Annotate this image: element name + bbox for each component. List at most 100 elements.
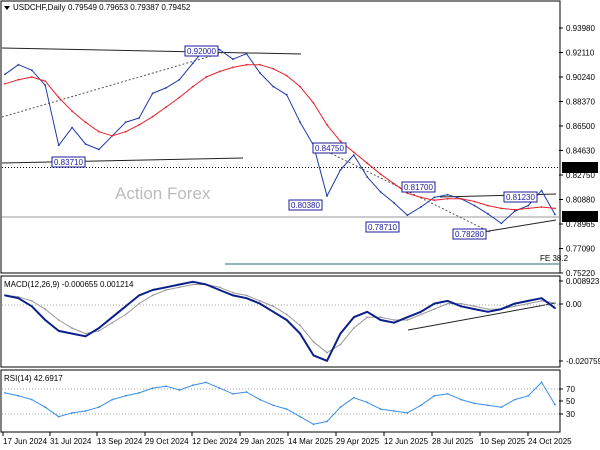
ma-line-point [44,80,47,82]
price-tick-label: 0.86500 [566,122,595,131]
ma-line-point [527,207,530,210]
macd-line-point [232,294,234,297]
rsi-tick-label: 50 [566,397,575,406]
price-line [4,46,556,224]
macd-signal-line-point [98,330,100,332]
macd-signal-line-point [151,294,154,297]
macd-line-point [527,300,530,302]
macd-signal-line-point [245,294,248,297]
price-tick-label: 0.84630 [566,147,595,156]
macd-line-point [191,280,194,283]
macd-signal-line-point [111,321,114,324]
trendline-top [1,47,302,55]
ma-line-point [366,162,369,165]
macd-line-point [554,307,556,309]
macd-line-point [326,359,328,362]
ma-line-point [245,63,248,66]
time-tick-label: 17 Jun 2024 [3,437,48,446]
macd-line-point [44,319,47,321]
price-line-point [124,121,127,124]
price-line-point [513,210,516,213]
price-line-point [326,195,328,197]
ma-line-point [232,66,234,69]
price-label: 0.92000 [187,47,216,56]
time-tick-label: 12 Dec 2024 [192,437,238,446]
macd-signal-line-point [165,289,167,291]
price-label: 0.80380 [291,201,320,210]
ma-line-point [339,140,342,143]
rsi-line-point [540,381,543,384]
ma-line-point [17,78,20,81]
macd-signal-line-point [191,283,194,286]
price-tick-label: 0.77090 [566,245,595,254]
macd-tick-label: 0.00 [566,300,582,309]
macd-line-point [98,327,100,329]
macd-line-point [84,335,87,338]
ma-line-point [379,173,382,176]
macd-line-point [366,310,369,313]
rsi-line-point [205,381,208,384]
price-line-point [433,196,436,199]
rsi-axis: 70 50 30 [559,385,575,419]
price-line-point [540,189,543,192]
ma-line-point [285,74,288,77]
time-tick-label: 24 Oct 2025 [528,437,572,446]
rsi-line-point [433,394,436,397]
price-label-box [288,199,323,211]
macd-line-point [352,316,355,319]
price-label: 0.81230 [506,193,535,202]
rsi-line-point [111,398,114,401]
price-tick-label: 0.80880 [566,196,595,205]
macd-line-point [4,294,6,297]
price-line-point [84,143,87,145]
price-line-point [554,213,556,216]
macd-signal-line-point [259,300,261,302]
price-tick-label: 0.75220 [566,269,595,278]
price-line-point [4,73,6,76]
price-line-point [393,202,395,204]
macd-series [4,280,556,362]
rsi-line-point [406,412,409,414]
rsi-line-point [138,392,141,394]
price-panel [0,0,561,274]
price-line-point [487,212,489,215]
rsi-line-point [245,391,248,393]
rsi-line-point [71,412,73,414]
price-axis: 0.93980 0.92110 0.90240 0.88370 0.86500 0.846… [559,24,595,278]
ma-line-point [191,85,194,88]
menu-arrow-icon[interactable] [4,6,10,10]
macd-signal-line-point [218,286,221,289]
macd-line-point [111,316,114,319]
rsi-line-point [232,393,234,395]
macd-signal-line-point [433,308,436,310]
macd-line-point [30,305,33,308]
macd-line-point [513,302,516,305]
price-label-box [503,191,538,203]
time-tick-label: 29 Apr 2025 [336,437,380,446]
macd-signal-line-point [487,308,489,310]
macd-signal-line-point [393,319,395,321]
ma-line-point [473,200,476,203]
trendline-dotted-rise [1,51,226,118]
price-line-point [151,92,154,95]
ma-line-point [299,85,301,88]
price-line-point [406,214,409,217]
price-line-point [352,154,355,156]
macd-signal-line [4,284,556,354]
rsi-line-point [527,394,530,397]
level-tag-text: 0.83320 [565,164,594,173]
price-line-point [285,93,288,96]
ma-line-point [312,102,315,104]
price-tick-label: 0.90240 [566,73,595,82]
price-tick-label: 0.82750 [566,171,595,180]
rsi-series [4,381,556,426]
ma-line-point [513,208,516,211]
time-tick-label: 13 Sep 2024 [97,437,143,446]
macd-signal-line-point [379,316,382,319]
macd-line-point [151,289,154,291]
macd-signal-line-point [406,319,409,321]
time-tick-label: 14 Mar 2025 [288,437,333,446]
ma-line-point [84,121,87,124]
price-tick-label: 0.88370 [566,98,595,107]
macd-line-point [138,294,141,297]
